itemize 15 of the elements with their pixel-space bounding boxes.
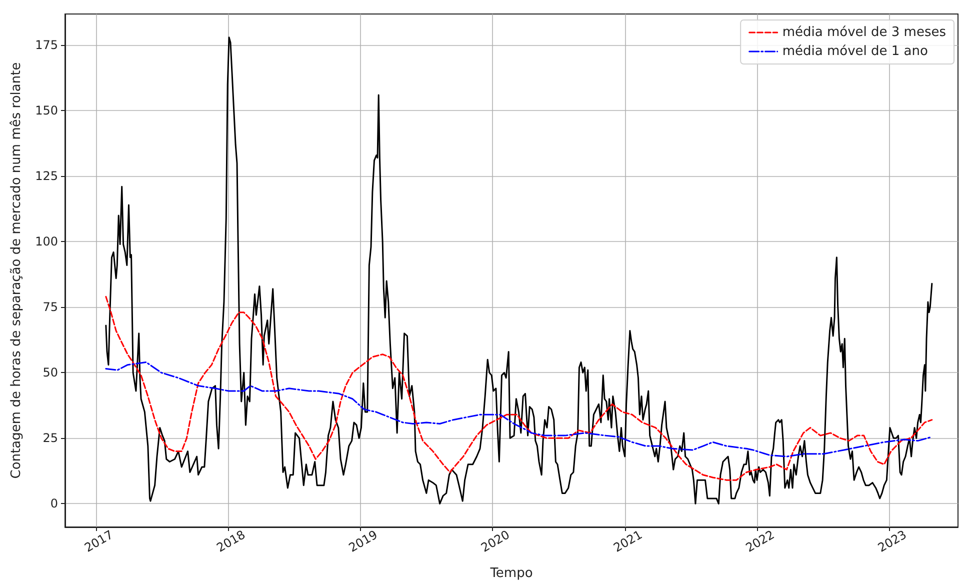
y-tick-label: 125 xyxy=(35,169,58,184)
legend-label: média móvel de 1 ano xyxy=(782,44,928,59)
x-axis-title: Tempo xyxy=(489,566,533,581)
y-tick-label: 175 xyxy=(35,38,58,52)
y-tick-label: 75 xyxy=(42,300,58,314)
y-axis-title: Contagem de horas de separação de mercado num mês rolante xyxy=(9,62,24,479)
line-series xyxy=(105,296,933,481)
y-tick-label: 25 xyxy=(42,431,58,446)
y-tick-label: 0 xyxy=(50,496,58,511)
line-series xyxy=(105,36,933,504)
legend-label: média móvel de 3 meses xyxy=(782,25,946,40)
y-tick-label: 100 xyxy=(35,234,58,249)
y-tick-label: 50 xyxy=(42,366,58,380)
line-series xyxy=(105,361,933,458)
y-tick-label: 150 xyxy=(35,104,58,118)
